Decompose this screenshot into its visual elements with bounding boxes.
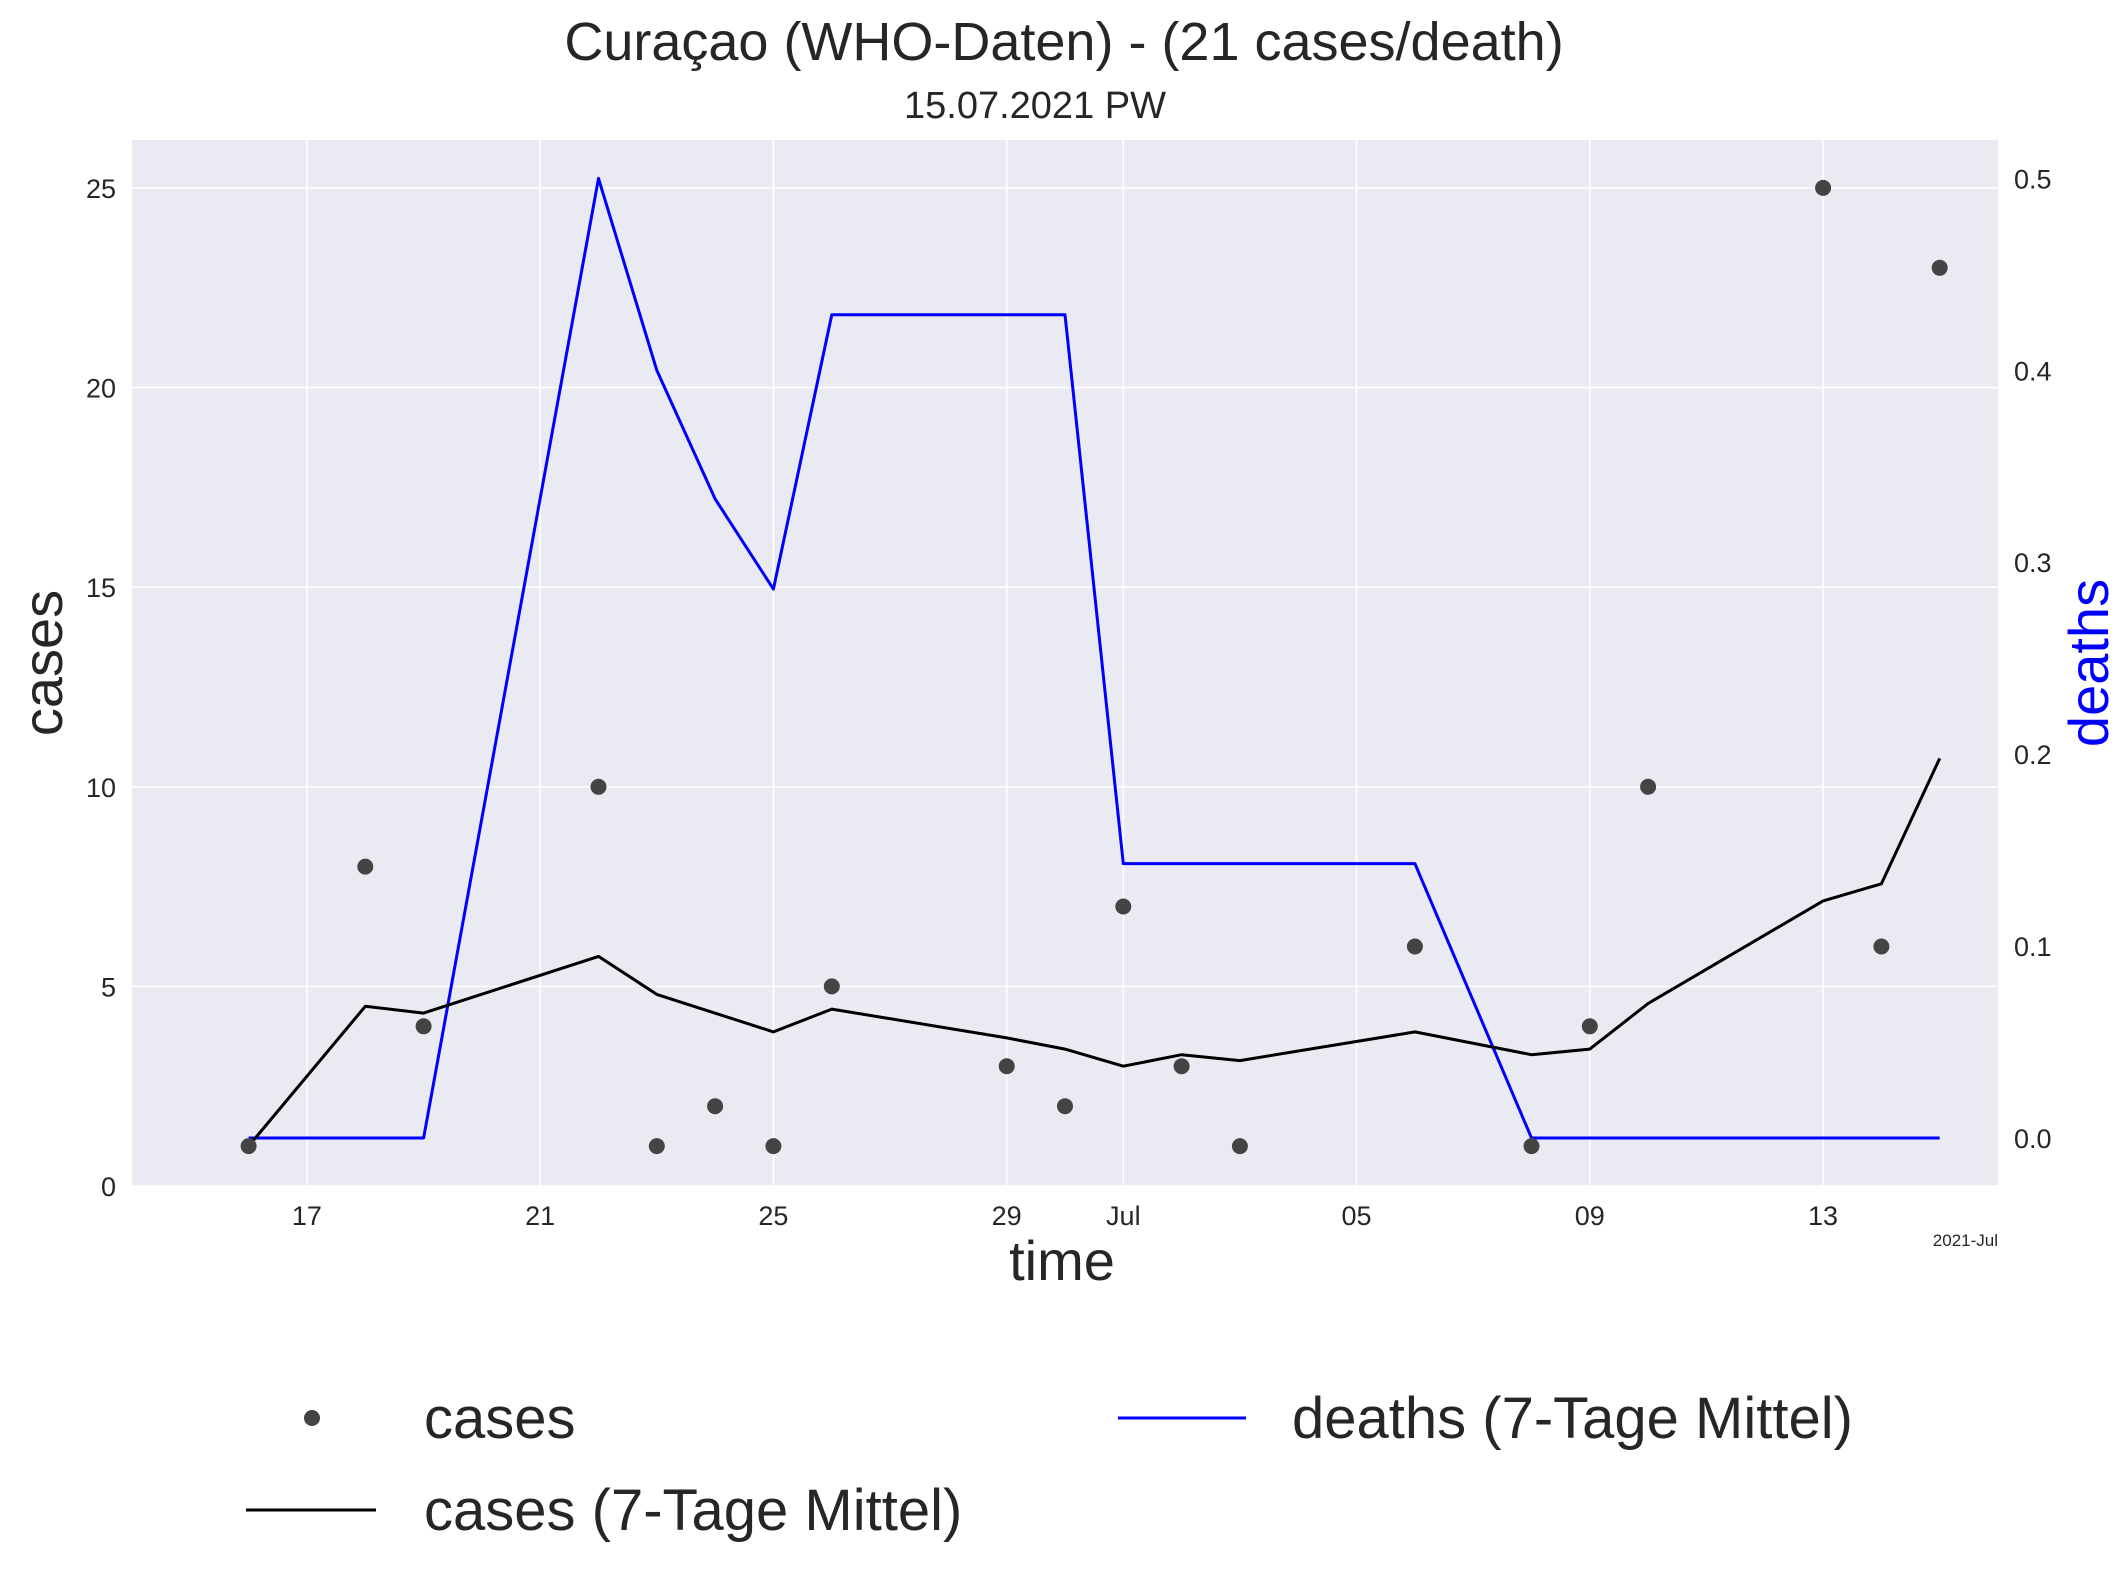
y-tick-label-right: 0.1 — [2014, 932, 2052, 962]
legend-label-cases-avg: cases (7-Tage Mittel) — [424, 1478, 962, 1543]
y-tick-label-right: 0.2 — [2014, 740, 2052, 770]
y-tick-label-right: 0.5 — [2014, 164, 2052, 194]
y-tick-label-left: 20 — [86, 374, 116, 404]
y-tick-label-left: 10 — [86, 773, 116, 803]
cases-point — [765, 1138, 782, 1155]
cases-point — [590, 778, 607, 795]
cases-point — [1115, 898, 1132, 915]
deaths-avg-line — [248, 176, 1940, 1140]
legend-label-cases: cases — [424, 1386, 576, 1451]
x-tick-label: 05 — [1342, 1201, 1372, 1231]
legend: cases cases (7-Tage Mittel) deaths (7-Ta… — [246, 1386, 1853, 1543]
x-tick-label: 25 — [758, 1201, 788, 1231]
x-tick-label: 17 — [292, 1201, 322, 1231]
cases-point — [1057, 1098, 1073, 1115]
cases-point — [1873, 938, 1890, 955]
cases-point — [1640, 778, 1657, 795]
y-tick-label-left: 0 — [101, 1172, 116, 1202]
cases-point — [1173, 1058, 1190, 1075]
cases-point — [707, 1098, 724, 1115]
cases-point — [823, 978, 840, 995]
x-axis-label: time — [1009, 1229, 1115, 1292]
y-axis-label-right: deaths — [2057, 579, 2120, 747]
y-tick-label-right: 0.4 — [2014, 356, 2052, 386]
x-offset-label: 2021-Jul — [1933, 1231, 1998, 1250]
cases-avg-line — [247, 757, 1942, 1148]
cases-point — [648, 1138, 665, 1155]
cases-point — [357, 858, 374, 875]
y-tick-label-left: 15 — [86, 573, 116, 603]
chart-title: Curaçao (WHO-Daten) - (21 cases/death) — [564, 12, 1563, 72]
y-tick-label-left: 5 — [101, 972, 116, 1002]
cases-point — [1523, 1138, 1540, 1155]
cases-point — [998, 1058, 1015, 1075]
cases-point — [240, 1138, 257, 1155]
series-layer — [240, 176, 1948, 1155]
x-tick-label: 09 — [1575, 1201, 1605, 1231]
x-tick-label: Jul — [1106, 1201, 1141, 1231]
y-tick-label-right: 0.3 — [2014, 548, 2052, 578]
grid — [132, 140, 1998, 1187]
cases-point — [1231, 1138, 1248, 1155]
x-tick-label: 21 — [525, 1201, 555, 1231]
cases-point — [1581, 1018, 1598, 1035]
cases-point — [1931, 259, 1948, 276]
y-tick-label-left: 25 — [86, 174, 116, 204]
y-tick-label-right: 0.0 — [2014, 1124, 2052, 1154]
legend-marker-cases — [304, 1410, 320, 1426]
tick-labels: 17 21 25 29 Jul 05 09 1305101520250.00.10.20.30… — [86, 164, 2052, 1231]
legend-label-deaths-avg: deaths (7-Tage Mittel) — [1292, 1386, 1853, 1451]
cases-point — [1406, 938, 1423, 955]
plot-area — [132, 140, 1998, 1186]
cases-point — [415, 1018, 432, 1035]
y-axis-label-left: cases — [11, 590, 74, 736]
chart-subtitle: 15.07.2021 PW — [904, 85, 1166, 127]
x-tick-label: 29 — [992, 1201, 1022, 1231]
x-tick-label: 13 — [1808, 1201, 1838, 1231]
cases-point — [1815, 179, 1832, 196]
